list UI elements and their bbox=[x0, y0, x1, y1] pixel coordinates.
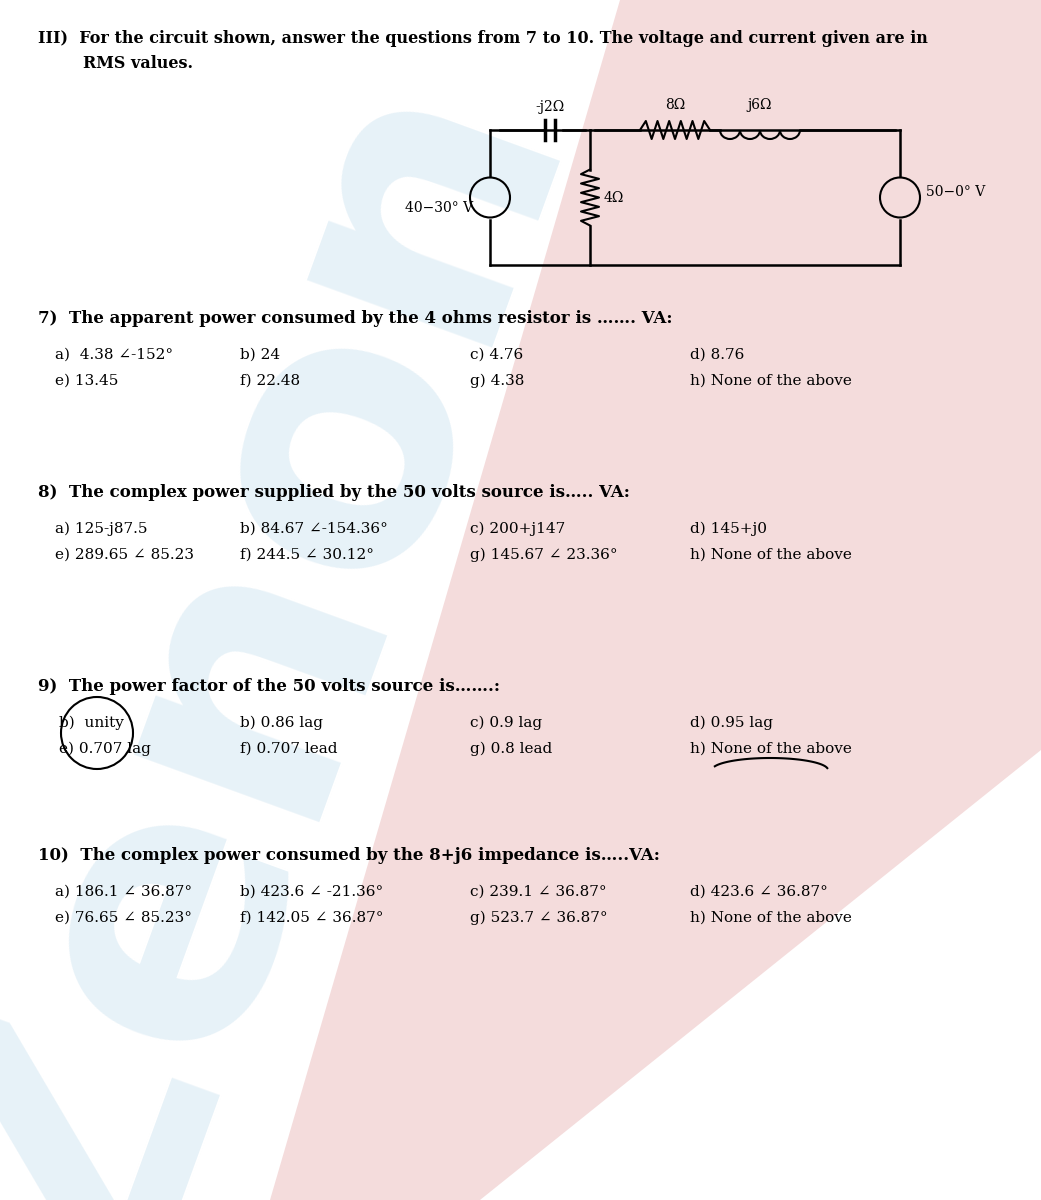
Text: 8Ω: 8Ω bbox=[665, 98, 685, 112]
Text: d) 0.95 lag: d) 0.95 lag bbox=[690, 716, 773, 731]
Text: f) 22.48: f) 22.48 bbox=[240, 374, 300, 388]
Text: b) 24: b) 24 bbox=[240, 348, 280, 362]
Text: g) 4.38: g) 4.38 bbox=[469, 374, 525, 389]
Text: 10)  The complex power consumed by the 8+j6 impedance is…..VA:: 10) The complex power consumed by the 8+… bbox=[39, 847, 660, 864]
Text: d) 8.76: d) 8.76 bbox=[690, 348, 744, 362]
Text: f) 0.707 lead: f) 0.707 lead bbox=[240, 742, 337, 756]
Text: f) 142.05 ∠ 36.87°: f) 142.05 ∠ 36.87° bbox=[240, 911, 383, 925]
Text: e) 76.65 ∠ 85.23°: e) 76.65 ∠ 85.23° bbox=[55, 911, 192, 925]
Text: c) 4.76: c) 4.76 bbox=[469, 348, 524, 362]
Text: g) 523.7 ∠ 36.87°: g) 523.7 ∠ 36.87° bbox=[469, 911, 608, 925]
Text: e) 289.65 ∠ 85.23: e) 289.65 ∠ 85.23 bbox=[55, 548, 194, 562]
Text: a) 125-j87.5: a) 125-j87.5 bbox=[55, 522, 148, 536]
Text: b) 84.67 ∠-154.36°: b) 84.67 ∠-154.36° bbox=[240, 522, 388, 536]
Text: Zenon: Zenon bbox=[0, 24, 631, 1200]
Text: d) 423.6 ∠ 36.87°: d) 423.6 ∠ 36.87° bbox=[690, 886, 828, 899]
Text: a) 186.1 ∠ 36.87°: a) 186.1 ∠ 36.87° bbox=[55, 886, 193, 899]
Text: -j2Ω: -j2Ω bbox=[535, 100, 564, 114]
Text: b) 0.86 lag: b) 0.86 lag bbox=[240, 716, 323, 731]
Text: e) 0.707 lag: e) 0.707 lag bbox=[59, 742, 151, 756]
Polygon shape bbox=[270, 0, 1041, 1200]
Text: c) 200+j147: c) 200+j147 bbox=[469, 522, 565, 536]
Text: e) 13.45: e) 13.45 bbox=[55, 374, 119, 388]
Text: b) 423.6 ∠ -21.36°: b) 423.6 ∠ -21.36° bbox=[240, 886, 383, 899]
Text: 40−30° V: 40−30° V bbox=[405, 200, 473, 215]
Text: g) 0.8 lead: g) 0.8 lead bbox=[469, 742, 552, 756]
Text: h) None of the above: h) None of the above bbox=[690, 374, 852, 388]
Text: III)  For the circuit shown, answer the questions from 7 to 10. The voltage and : III) For the circuit shown, answer the q… bbox=[39, 30, 928, 47]
Text: a)  4.38 ∠-152°: a) 4.38 ∠-152° bbox=[55, 348, 173, 362]
Text: RMS values.: RMS values. bbox=[39, 55, 193, 72]
Text: c) 239.1 ∠ 36.87°: c) 239.1 ∠ 36.87° bbox=[469, 886, 607, 899]
Text: j6Ω: j6Ω bbox=[747, 98, 772, 112]
Text: h) None of the above: h) None of the above bbox=[690, 548, 852, 562]
Text: c) 0.9 lag: c) 0.9 lag bbox=[469, 716, 542, 731]
Text: 4Ω: 4Ω bbox=[604, 191, 625, 204]
Text: h) None of the above: h) None of the above bbox=[690, 911, 852, 925]
Text: d) 145+j0: d) 145+j0 bbox=[690, 522, 767, 536]
Text: g) 145.67 ∠ 23.36°: g) 145.67 ∠ 23.36° bbox=[469, 548, 617, 563]
Text: b)  unity: b) unity bbox=[59, 716, 124, 731]
Text: 7)  The apparent power consumed by the 4 ohms resistor is ……. VA:: 7) The apparent power consumed by the 4 … bbox=[39, 310, 672, 326]
Text: h) None of the above: h) None of the above bbox=[690, 742, 852, 756]
Text: 50−0° V: 50−0° V bbox=[926, 186, 985, 199]
Text: 8)  The complex power supplied by the 50 volts source is….. VA:: 8) The complex power supplied by the 50 … bbox=[39, 484, 630, 502]
Text: 9)  The power factor of the 50 volts source is…….:: 9) The power factor of the 50 volts sour… bbox=[39, 678, 500, 695]
Text: f) 244.5 ∠ 30.12°: f) 244.5 ∠ 30.12° bbox=[240, 548, 374, 562]
